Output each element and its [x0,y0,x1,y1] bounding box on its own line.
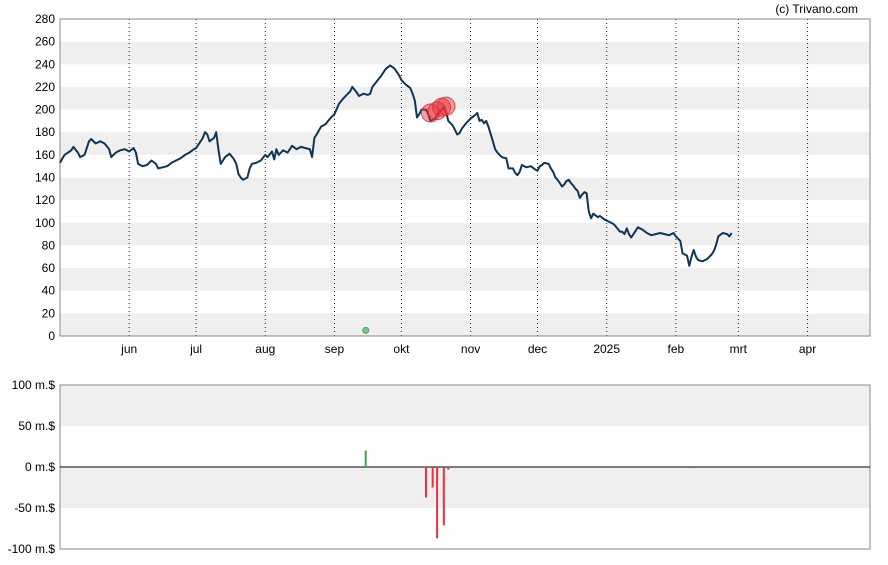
price-chart-y-axis: 0 20 40 60 80 100 120 140 160 180 200 220 240 260 280 [35,12,55,343]
y-tick-label: 280 [35,12,55,26]
insider-trade-marker [362,326,370,334]
y-tick-label: 20 [42,306,56,320]
volume-y-tick-label: -100 m.$ [8,542,56,556]
y-tick-label: 220 [35,80,55,94]
grid-band [60,268,870,291]
price-chart-frame [59,18,871,337]
price-chart-grid-bands [60,41,870,336]
grid-band [60,313,870,336]
x-tick-label: okt [393,342,410,356]
volume-bar [364,450,367,467]
volume-bars [364,450,695,539]
volume-bar [447,467,450,470]
volume-bar [442,467,445,526]
y-tick-label: 260 [35,35,55,49]
y-tick-label: 120 [35,193,55,207]
x-tick-label: mrt [730,342,748,356]
x-tick-label: nov [461,342,480,356]
credit-label: (c) Trivano.com [775,2,858,16]
grid-band [60,86,870,110]
price-series-line [59,64,733,267]
x-tick-label: sep [325,342,345,356]
insider-markers [362,96,456,334]
price-chart-vertical-grid [128,19,809,336]
volume-y-tick-label: -50 m.$ [14,501,55,515]
volume-bar [436,467,439,539]
grid-band [60,41,870,65]
y-tick-label: 200 [35,103,55,117]
insider-trade-marker [436,96,456,116]
volume-y-tick-label: 100 m.$ [12,378,56,392]
volume-chart-y-axis: 100 m.$ 50 m.$ 0 m.$ -50 m.$ -100 m.$ [8,378,56,556]
volume-chart-grid-bands [60,385,870,508]
y-tick-label: 100 [35,216,55,230]
y-tick-label: 0 [48,329,55,343]
price-chart-x-axis: jun jul aug sep okt nov dec 2025 feb mrt apr [120,342,816,356]
volume-y-tick-label: 50 m.$ [18,419,55,433]
y-tick-label: 40 [42,284,56,298]
x-tick-label: apr [799,342,816,356]
y-tick-label: 80 [42,238,56,252]
y-tick-label: 60 [42,261,56,275]
x-tick-label: 2025 [593,342,620,356]
x-tick-label: dec [528,342,547,356]
y-tick-label: 140 [35,171,55,185]
y-tick-label: 180 [35,125,55,139]
x-tick-label: aug [255,342,275,356]
grid-band [60,222,870,246]
volume-y-tick-label: 0 m.$ [25,460,55,474]
grid-band [60,385,870,426]
x-tick-label: jun [120,342,137,356]
x-tick-label: feb [668,342,685,356]
volume-bar [424,467,427,498]
grid-band [60,177,870,201]
volume-bar [431,467,434,488]
x-tick-label: jul [189,342,202,356]
y-tick-label: 160 [35,148,55,162]
volume-bar [692,467,695,468]
grid-band [60,132,870,155]
y-tick-label: 240 [35,57,55,71]
grid-band [60,467,870,508]
